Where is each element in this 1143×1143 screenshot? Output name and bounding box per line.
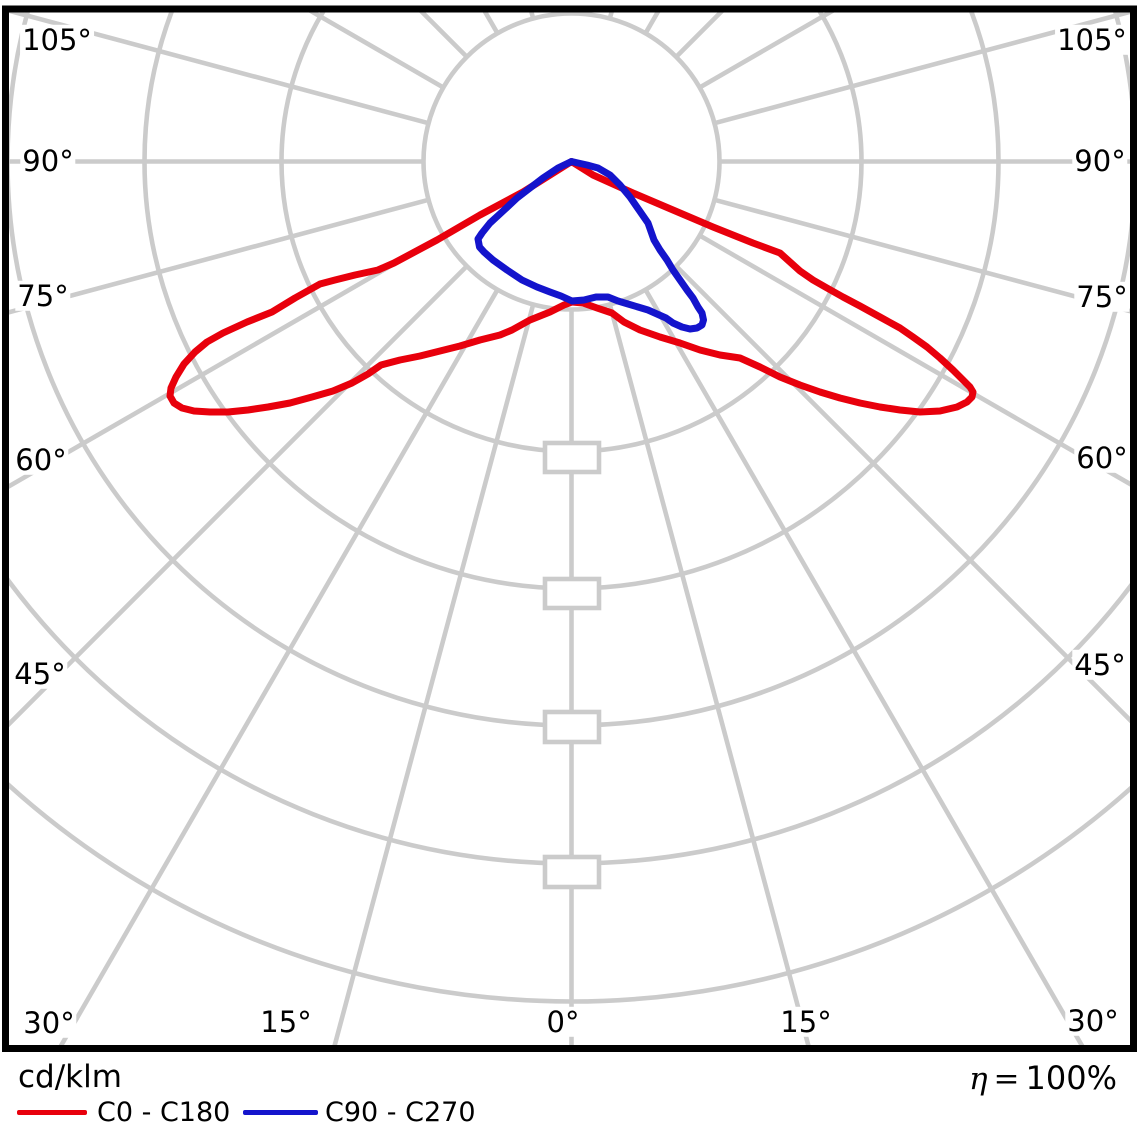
efficiency-label: η = 100% — [968, 1059, 1117, 1097]
legend-swatch-c90-c270 — [243, 1110, 318, 1115]
units-label: cd/klm — [18, 1059, 122, 1095]
eta-symbol: η — [968, 1061, 988, 1097]
legend-swatch-c0-c180 — [17, 1110, 87, 1115]
legend: C0 - C180 C90 - C270 — [0, 1096, 1143, 1136]
eta-equals: = — [993, 1061, 1020, 1097]
curve-c90-c270 — [474, 158, 707, 333]
eta-value: 100% — [1025, 1059, 1117, 1097]
legend-label-c90-c270: C90 - C270 — [325, 1097, 476, 1128]
plot-frame — [2, 5, 1137, 1052]
legend-label-c0-c180: C0 - C180 — [97, 1097, 231, 1128]
